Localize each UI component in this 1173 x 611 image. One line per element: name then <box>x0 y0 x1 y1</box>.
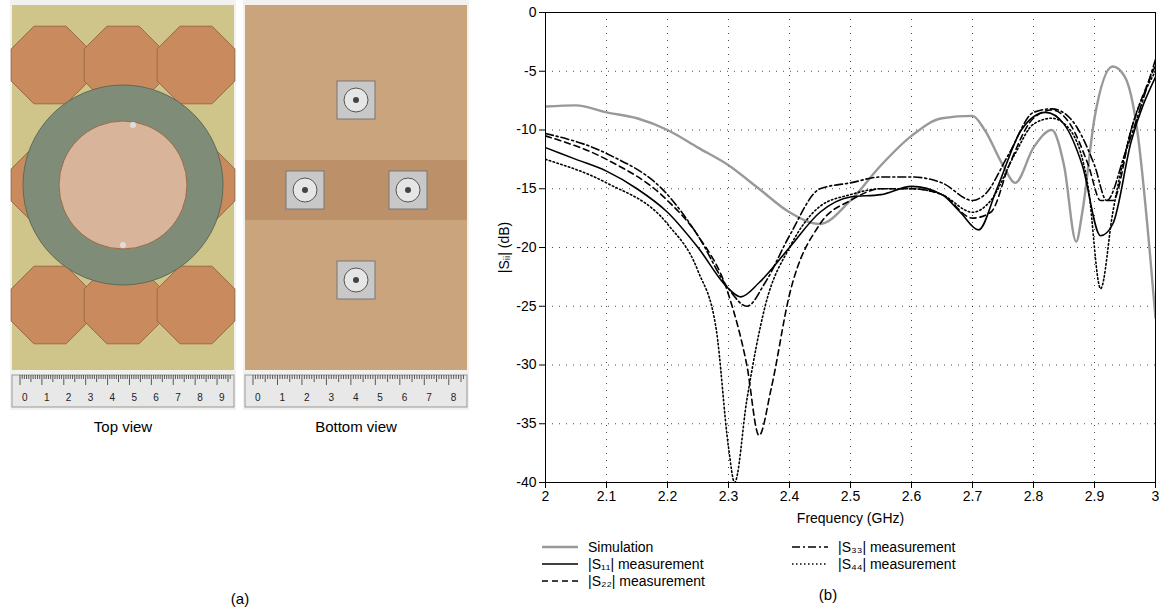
svg-text:(a): (a) <box>231 590 249 607</box>
svg-text:-5: -5 <box>524 63 537 79</box>
svg-text:2.7: 2.7 <box>963 488 983 504</box>
svg-text:2.1: 2.1 <box>597 488 617 504</box>
html-text:|S₁₁| measurement: |S₁₁| measurement <box>588 555 704 572</box>
svg-text:0: 0 <box>255 392 261 403</box>
svg-text:0: 0 <box>22 392 28 403</box>
svg-text:-10: -10 <box>516 121 536 137</box>
svg-text:-30: -30 <box>516 356 536 372</box>
svg-text:3: 3 <box>328 392 334 403</box>
svg-text:8: 8 <box>197 392 203 403</box>
svg-text:-25: -25 <box>516 298 536 314</box>
svg-text:2.9: 2.9 <box>1085 488 1105 504</box>
svg-text:6: 6 <box>153 392 159 403</box>
svg-text:2.4: 2.4 <box>780 488 800 504</box>
svg-text:2.3: 2.3 <box>719 488 739 504</box>
svg-text:-35: -35 <box>516 415 536 431</box>
html-text:|S₃₃| measurement: |S₃₃| measurement <box>838 538 956 555</box>
svg-text:7: 7 <box>426 392 432 403</box>
svg-text:Bottom view: Bottom view <box>315 418 397 435</box>
svg-text:5: 5 <box>131 392 137 403</box>
svg-text:|Sᵢᵢ| (dB): |Sᵢᵢ| (dB) <box>496 222 512 273</box>
svg-text:2.8: 2.8 <box>1024 488 1044 504</box>
html-text:(b): (b) <box>818 586 838 603</box>
svg-text:3: 3 <box>1152 488 1160 504</box>
svg-text:1: 1 <box>44 392 50 403</box>
svg-text:-40: -40 <box>516 474 536 490</box>
html-text:|S₄₄| measurement: |S₄₄| measurement <box>838 555 956 572</box>
html-text:|S₂₂| measurement: |S₂₂| measurement <box>588 572 705 589</box>
svg-text:5: 5 <box>377 392 383 403</box>
svg-text:3: 3 <box>88 392 94 403</box>
svg-text:2.2: 2.2 <box>658 488 678 504</box>
svg-text:2: 2 <box>66 392 72 403</box>
svg-text:-20: -20 <box>516 239 536 255</box>
svg-text:4: 4 <box>353 392 359 403</box>
svg-text:8: 8 <box>451 392 457 403</box>
svg-text:4: 4 <box>110 392 116 403</box>
svg-text:2.6: 2.6 <box>902 488 922 504</box>
html-text:Simulation: Simulation <box>588 538 654 555</box>
svg-text:2: 2 <box>542 488 550 504</box>
svg-text:1: 1 <box>279 392 285 403</box>
svg-text:7: 7 <box>175 392 181 403</box>
svg-text:6: 6 <box>402 392 408 403</box>
svg-text:9: 9 <box>219 392 225 403</box>
svg-text:0: 0 <box>529 4 537 20</box>
svg-text:-15: -15 <box>516 180 536 196</box>
svg-text:Top view: Top view <box>94 418 153 435</box>
svg-text:2: 2 <box>304 392 310 403</box>
svg-text:Frequency (GHz): Frequency (GHz) <box>797 510 904 526</box>
svg-text:2.5: 2.5 <box>841 488 861 504</box>
